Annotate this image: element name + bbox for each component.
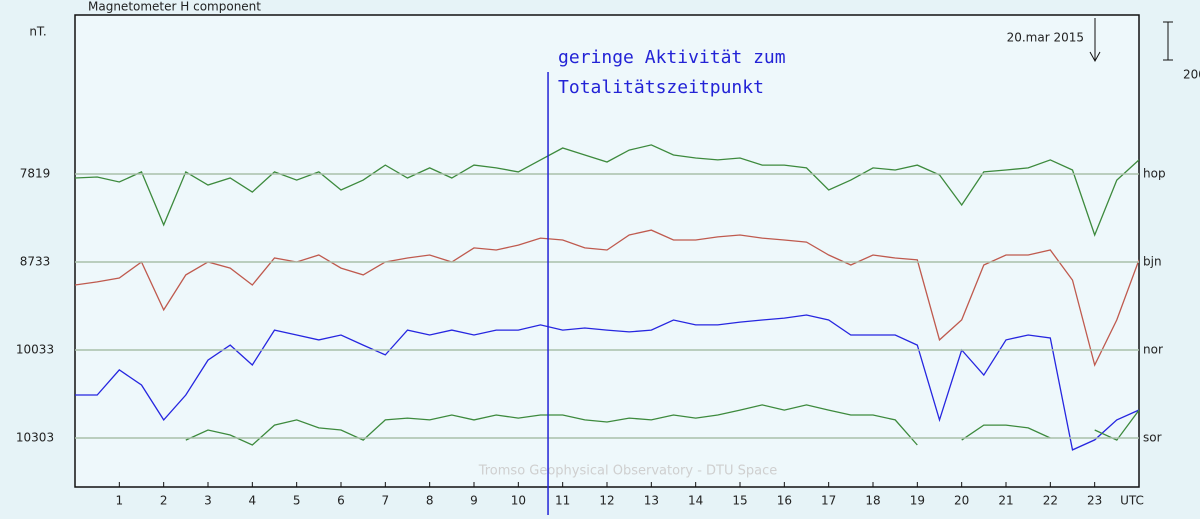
x-tick-label: 2: [160, 494, 168, 508]
x-tick-label: 21: [998, 494, 1013, 508]
annotation-text: Totalitätszeitpunkt: [558, 77, 764, 98]
unit-label: nT.: [29, 25, 46, 39]
plot-area: [74, 14, 1140, 488]
x-tick-label: 3: [204, 494, 212, 508]
x-tick-label: 12: [599, 494, 614, 508]
x-tick-label: UTC: [1120, 494, 1144, 508]
x-tick-label: 22: [1043, 494, 1058, 508]
x-tick-label: 17: [821, 494, 836, 508]
x-tick-label: 4: [249, 494, 257, 508]
x-tick-label: 13: [644, 494, 659, 508]
x-tick-label: 16: [777, 494, 792, 508]
x-tick-label: 23: [1087, 494, 1102, 508]
baseline-label: 10033: [16, 343, 54, 357]
x-tick-label: 20: [954, 494, 969, 508]
traces: [75, 144, 1139, 451]
series-name: nor: [1143, 343, 1163, 357]
trace-line: [75, 144, 1139, 237]
x-tick-label: 15: [732, 494, 747, 508]
chart-title: Magnetometer H component: [88, 0, 261, 14]
x-tick-label: 11: [555, 494, 570, 508]
baseline-label: 10303: [16, 431, 54, 445]
date-arrow-head: [1089, 51, 1101, 63]
annotation-text: geringe Aktivität zum: [558, 47, 786, 68]
x-tick-label: 7: [382, 494, 390, 508]
series-name: sor: [1143, 431, 1162, 445]
x-tick-label: 10: [511, 494, 526, 508]
trace-line: [185, 404, 1139, 446]
scale-label: 200 n: [1183, 68, 1200, 82]
x-tick-label: 9: [470, 494, 478, 508]
x-tick-label: 5: [293, 494, 301, 508]
series-name: bjn: [1143, 255, 1162, 269]
baseline-label: 8733: [20, 255, 51, 269]
trace-line: [75, 229, 1139, 367]
x-tick-label: 14: [688, 494, 703, 508]
x-tick-label: 6: [337, 494, 345, 508]
x-tick-label: 18: [865, 494, 880, 508]
series-name: hop: [1143, 167, 1166, 181]
x-tick-label: 8: [426, 494, 434, 508]
watermark: Tromso Geophysical Observatory - DTU Spa…: [478, 464, 778, 479]
x-tick-label: 19: [910, 494, 925, 508]
baseline-label: 7819: [20, 167, 51, 181]
x-tick-label: 1: [116, 494, 124, 508]
date-label: 20.mar 2015: [1007, 31, 1084, 45]
